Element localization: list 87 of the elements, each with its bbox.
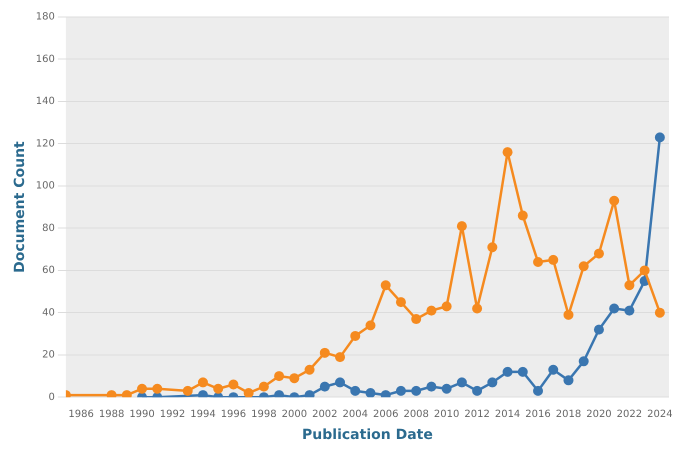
point bbox=[350, 330, 360, 341]
point bbox=[274, 371, 284, 382]
point bbox=[244, 388, 254, 398]
y-tick-label: 20 bbox=[42, 350, 55, 361]
point bbox=[304, 364, 315, 375]
x-tick-label: 1992 bbox=[160, 408, 186, 420]
point bbox=[533, 386, 544, 396]
point bbox=[365, 320, 376, 330]
point bbox=[548, 254, 558, 265]
point bbox=[335, 377, 346, 388]
point bbox=[487, 377, 498, 388]
x-tick-label: 2020 bbox=[586, 408, 612, 420]
point bbox=[578, 261, 589, 272]
point bbox=[609, 303, 620, 314]
y-tick-label: 160 bbox=[36, 54, 55, 65]
point bbox=[456, 377, 467, 388]
point bbox=[396, 386, 406, 396]
point bbox=[365, 388, 376, 398]
x-tick-label: 2000 bbox=[282, 408, 308, 420]
point bbox=[289, 373, 300, 384]
point bbox=[442, 301, 452, 312]
point bbox=[258, 382, 269, 392]
point bbox=[578, 356, 589, 366]
point bbox=[426, 306, 436, 316]
x-tick-label: 2024 bbox=[647, 408, 673, 420]
x-tick-label: 2002 bbox=[312, 408, 338, 420]
x-tick-label: 1996 bbox=[220, 408, 246, 420]
point bbox=[320, 348, 330, 358]
y-tick-label: 100 bbox=[36, 180, 55, 192]
x-tick-label: 1988 bbox=[98, 408, 124, 420]
y-tick-label: 80 bbox=[42, 222, 55, 234]
point bbox=[182, 386, 193, 396]
point bbox=[640, 265, 650, 276]
point bbox=[624, 306, 634, 316]
point bbox=[594, 324, 604, 335]
point bbox=[411, 386, 422, 396]
point bbox=[442, 384, 452, 394]
x-tick-label: 2016 bbox=[525, 408, 551, 420]
point bbox=[487, 242, 498, 252]
point bbox=[563, 375, 574, 386]
point bbox=[654, 132, 665, 142]
point bbox=[213, 384, 224, 394]
point bbox=[411, 314, 422, 324]
point bbox=[396, 297, 406, 308]
point bbox=[350, 386, 360, 396]
point bbox=[502, 366, 513, 377]
point bbox=[426, 382, 436, 392]
y-tick-label: 180 bbox=[36, 12, 55, 23]
x-tick-label: 2006 bbox=[372, 408, 398, 420]
point bbox=[502, 147, 513, 158]
x-tick-label: 1986 bbox=[68, 408, 94, 420]
point bbox=[228, 380, 238, 390]
point bbox=[518, 366, 528, 377]
point bbox=[624, 280, 634, 290]
y-tick-label: 40 bbox=[42, 307, 55, 318]
point bbox=[563, 310, 574, 320]
y-tick-label: 120 bbox=[36, 138, 55, 150]
y-axis-title: Document Count bbox=[12, 140, 28, 273]
x-tick-label: 2004 bbox=[342, 408, 368, 420]
y-tick-label: 0 bbox=[48, 392, 55, 403]
point bbox=[152, 384, 162, 394]
x-tick-label: 2010 bbox=[434, 408, 460, 420]
point bbox=[456, 221, 467, 232]
x-tick-label: 2008 bbox=[403, 408, 429, 420]
x-tick-label: 2018 bbox=[556, 408, 582, 420]
point bbox=[320, 382, 330, 392]
y-tick-label: 140 bbox=[36, 96, 55, 108]
point bbox=[654, 308, 665, 318]
x-tick-label: 1998 bbox=[251, 408, 277, 420]
point bbox=[137, 384, 148, 394]
y-tick-label: 60 bbox=[42, 265, 55, 276]
x-tick-label: 1990 bbox=[129, 408, 155, 420]
point bbox=[335, 352, 346, 362]
point bbox=[518, 210, 528, 221]
point bbox=[380, 280, 391, 290]
x-tick-label: 2014 bbox=[494, 408, 520, 420]
point bbox=[198, 377, 208, 388]
point bbox=[472, 386, 482, 396]
point bbox=[533, 257, 544, 268]
x-tick-label: 1994 bbox=[190, 408, 216, 420]
x-tick-label: 2022 bbox=[616, 408, 642, 420]
point bbox=[609, 196, 620, 206]
point bbox=[548, 364, 558, 375]
point bbox=[472, 303, 482, 314]
x-tick-label: 2012 bbox=[464, 408, 490, 420]
point bbox=[594, 248, 604, 259]
x-axis-title: Publication Date bbox=[302, 427, 433, 444]
